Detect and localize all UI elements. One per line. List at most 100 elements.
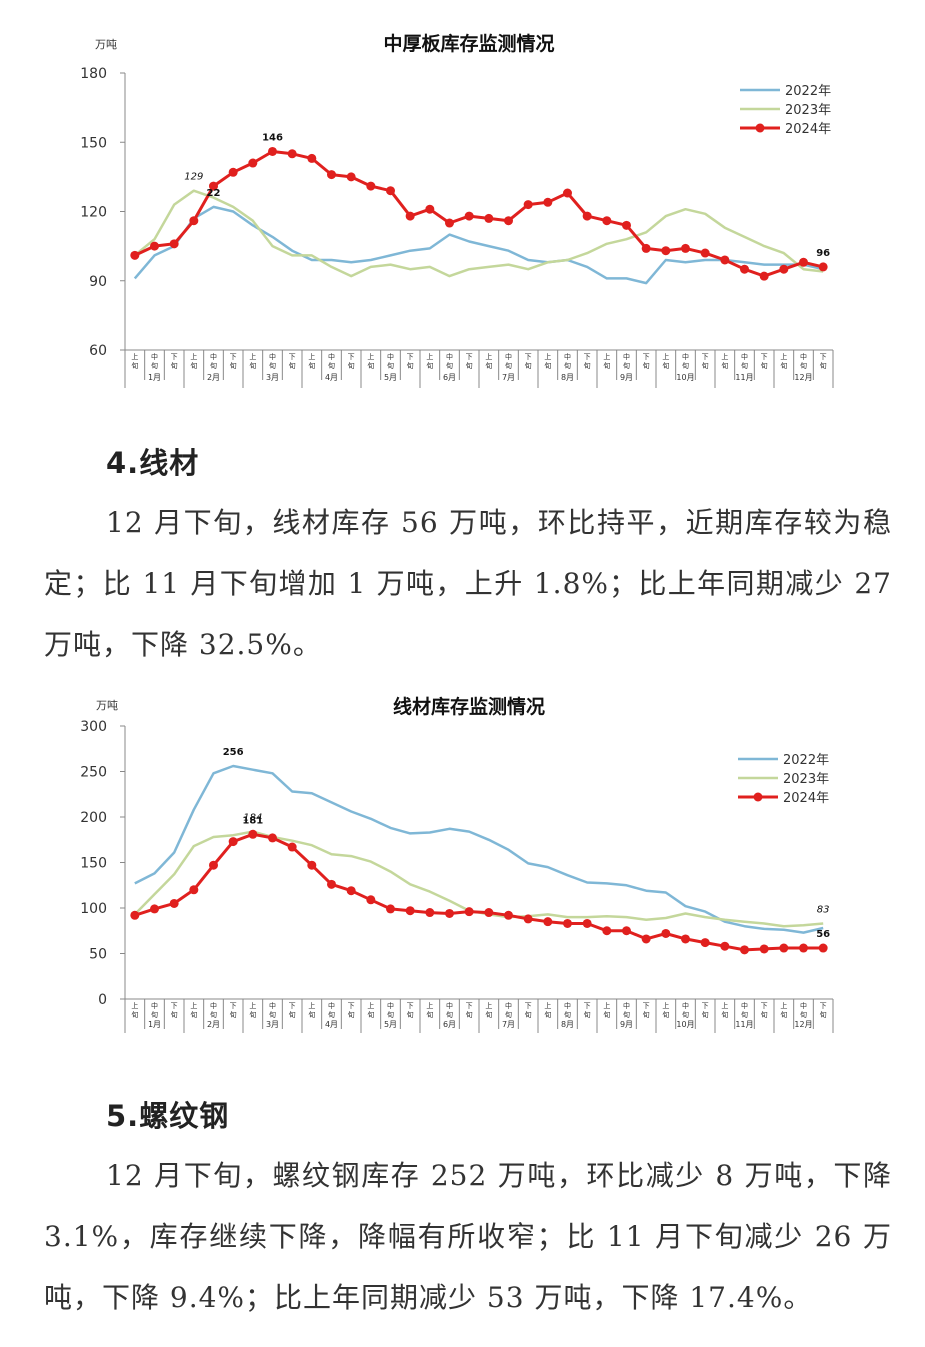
- x-tick-label: 中旬: [151, 352, 158, 370]
- chart-title: 中厚板库存监测情况: [383, 32, 554, 55]
- x-tick-label: 上旬: [190, 1001, 197, 1019]
- series-point-2024年: [622, 926, 631, 936]
- series-point-2024年: [228, 837, 238, 847]
- x-tick-label: 上旬: [367, 352, 374, 370]
- y-tick-label: 120: [80, 205, 107, 221]
- y-axis-unit-label: 万吨: [95, 38, 117, 51]
- legend-marker: [755, 123, 765, 133]
- x-tick-label: 中旬: [328, 352, 335, 370]
- series-point-2024年: [130, 910, 140, 920]
- series-point-2024年: [405, 906, 415, 916]
- x-tick-label: 下旬: [525, 1002, 532, 1019]
- series-point-2024年: [523, 200, 533, 210]
- x-tick-label: 上旬: [544, 1001, 551, 1019]
- y-tick-label: 90: [89, 274, 107, 290]
- x-tick-label: 下旬: [702, 353, 709, 370]
- section-heading-wire-rod: 4.线材: [106, 446, 200, 480]
- y-tick-label: 180: [80, 66, 107, 82]
- series-point-2024年: [150, 241, 159, 251]
- x-month-label: 7月: [502, 373, 515, 382]
- x-month-label: 10月: [676, 1020, 694, 1029]
- x-tick-label: 上旬: [721, 1001, 728, 1019]
- x-tick-label: 上旬: [249, 1001, 256, 1019]
- y-tick-label: 150: [80, 135, 107, 151]
- x-tick-label: 下旬: [230, 353, 237, 370]
- wire-rod-inventory-chart: 线材库存监测情况 万吨 0 50 100 150 200 250 300 上旬 中旬 下旬 上旬 中旬 下旬…: [0, 690, 925, 1045]
- series-point-2024年: [779, 943, 789, 953]
- x-tick-label: 中旬: [564, 352, 571, 370]
- series-point-2024年: [759, 944, 769, 954]
- series-point-2024年: [504, 910, 513, 920]
- series-point-2024年: [681, 243, 690, 253]
- x-tick-label: 上旬: [426, 352, 433, 370]
- series-point-2024年: [740, 945, 749, 955]
- x-tick-label: 上旬: [780, 352, 787, 370]
- series-point-2024年: [307, 860, 317, 870]
- x-tick-label: 下旬: [407, 353, 414, 370]
- series-point-2024年: [582, 211, 592, 221]
- x-tick-label: 中旬: [210, 1001, 217, 1019]
- x-tick-label: 上旬: [367, 1001, 374, 1019]
- series-point-2024年: [818, 262, 828, 272]
- x-tick-label: 下旬: [289, 1002, 296, 1019]
- series-point-2024年: [209, 181, 218, 191]
- x-tick-label: 下旬: [761, 353, 768, 370]
- series-point-2024年: [504, 216, 513, 226]
- x-month-label: 5月: [384, 373, 397, 382]
- series-point-2024年: [268, 146, 277, 156]
- x-tick-label: 中旬: [505, 1001, 512, 1019]
- series-point-2024年: [209, 860, 218, 870]
- data-label: 83: [817, 904, 830, 915]
- data-label: 256: [223, 747, 244, 758]
- series-point-2024年: [759, 271, 769, 281]
- x-tick-label: 中旬: [800, 1001, 807, 1019]
- series-point-2024年: [366, 895, 376, 905]
- series-point-2024年: [779, 264, 789, 274]
- x-tick-label: 上旬: [780, 1001, 787, 1019]
- series-point-2024年: [287, 149, 297, 159]
- x-tick-label: 下旬: [230, 1002, 237, 1019]
- series-point-2024年: [307, 153, 317, 163]
- series-point-2024年: [287, 842, 297, 852]
- legend-label: 2024年: [785, 122, 831, 137]
- series-point-2024年: [366, 181, 376, 191]
- x-tick-label: 下旬: [348, 353, 355, 370]
- y-tick-label: 60: [89, 343, 107, 359]
- x-month-label: 9月: [620, 1020, 633, 1029]
- x-tick-label: 下旬: [584, 353, 591, 370]
- x-tick-label: 下旬: [643, 353, 650, 370]
- series-point-2024年: [602, 926, 612, 936]
- series-point-2024年: [622, 220, 631, 230]
- series-point-2024年: [169, 898, 179, 908]
- series-point-2024年: [641, 934, 651, 944]
- x-tick-label: 下旬: [820, 353, 827, 370]
- y-tick-label: 0: [98, 992, 107, 1008]
- series-point-2024年: [700, 938, 710, 948]
- x-tick-label: 中旬: [269, 352, 276, 370]
- x-month-label: 1月: [148, 373, 161, 382]
- series-point-2024年: [248, 158, 258, 168]
- x-tick-label: 中旬: [328, 1001, 335, 1019]
- chart-title: 线材库存监测情况: [393, 695, 545, 718]
- data-label: 129: [184, 172, 203, 183]
- series-point-2024年: [661, 928, 671, 938]
- series-point-2024年: [189, 216, 199, 226]
- series-point-2024年: [700, 248, 710, 258]
- series-point-2024年: [602, 216, 612, 226]
- series-point-2024年: [484, 908, 494, 918]
- series-point-2024年: [681, 934, 690, 944]
- series-point-2024年: [445, 218, 454, 228]
- series-point-2024年: [189, 885, 199, 895]
- series-point-2024年: [130, 250, 140, 260]
- x-month-label: 9月: [620, 373, 633, 382]
- x-month-label: 3月: [266, 1020, 279, 1029]
- series-point-2024年: [425, 204, 435, 214]
- data-label: 181: [242, 815, 263, 826]
- x-month-label: 12月: [794, 1020, 812, 1029]
- series-point-2024年: [268, 833, 277, 843]
- x-tick-label: 上旬: [426, 1001, 433, 1019]
- x-tick-label: 中旬: [446, 1001, 453, 1019]
- series-point-2024年: [641, 243, 651, 253]
- series-point-2024年: [484, 213, 494, 223]
- x-tick-label: 下旬: [348, 1002, 355, 1019]
